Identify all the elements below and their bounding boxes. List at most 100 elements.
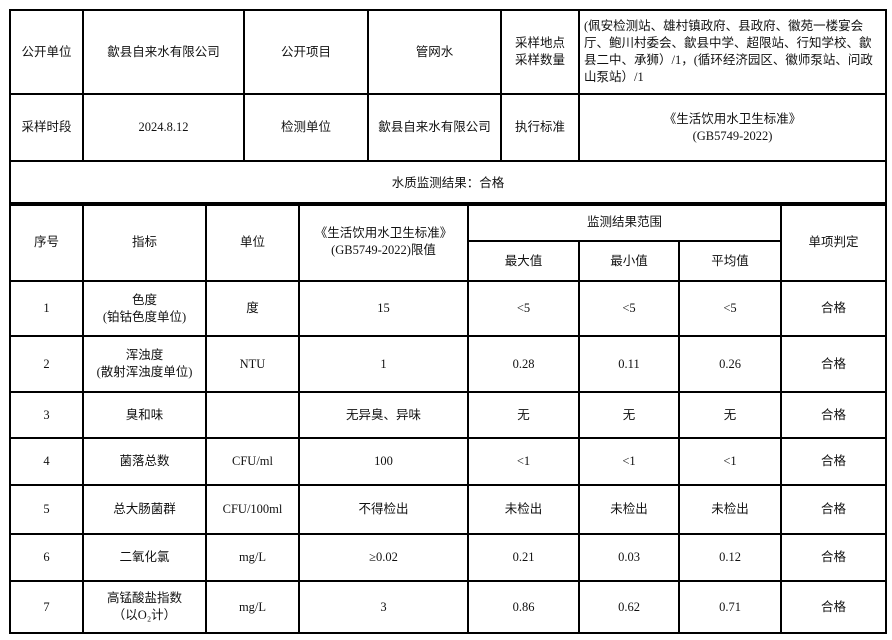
col-min: 最小值 <box>578 240 680 282</box>
table-row: 6 二氧化氯 mg/L ≥0.02 0.21 0.03 0.12 合格 <box>9 533 887 582</box>
results-table: 序号 指标 单位 《生活饮用水卫生标准》 (GB5749-2022)限值 监测结果… <box>9 202 887 634</box>
cell-max: <1 <box>467 437 580 486</box>
cell-max: 无 <box>467 391 580 439</box>
cell-limit: 无异臭、异味 <box>298 391 469 439</box>
cell-name: 浑浊度 (散射浑浊度单位) <box>82 335 207 393</box>
cell-limit: 3 <box>298 580 469 634</box>
cell-avg: 未检出 <box>678 484 782 535</box>
indicator-name: 浑浊度 <box>125 348 164 362</box>
col-limit: 《生活饮用水卫生标准》 (GB5749-2022)限值 <box>298 202 469 282</box>
cell-name: 二氧化氯 <box>82 533 207 582</box>
cell-avg: <5 <box>678 280 782 337</box>
lab-value: 歙县自来水有限公司 <box>367 93 502 162</box>
cell-min: 无 <box>578 391 680 439</box>
cell-avg: <1 <box>678 437 782 486</box>
publisher-label: 公开单位 <box>9 9 84 95</box>
standard-label: 执行标准 <box>500 93 580 162</box>
col-avg: 平均值 <box>678 240 782 282</box>
site-label-1: 采样地点 <box>514 36 565 50</box>
cell-unit: mg/L <box>205 580 300 634</box>
indicator-name: 色度 <box>131 292 157 307</box>
cell-limit: 100 <box>298 437 469 486</box>
table-row: 2 浑浊度 (散射浑浊度单位) NTU 1 0.28 0.11 0.26 合格 <box>9 335 887 393</box>
cell-min: 0.03 <box>578 533 680 582</box>
time-label: 采样时段 <box>9 93 84 162</box>
table-row: 5 总大肠菌群 CFU/100ml 不得检出 未检出 未检出 未检出 合格 <box>9 484 887 535</box>
cell-min: <1 <box>578 437 680 486</box>
table-row: 1 色度 (铂钴色度单位) 度 15 <5 <5 <5 合格 <box>9 280 887 337</box>
site-label: 采样地点 采样数量 <box>500 9 580 95</box>
site-label-2: 采样数量 <box>514 53 565 67</box>
item-label: 公开项目 <box>243 9 369 95</box>
indicator-name: 臭和味 <box>125 407 164 422</box>
cell-verdict: 合格 <box>780 335 887 393</box>
col-limit-2: (GB5749-2022)限值 <box>331 243 436 257</box>
cell-no: 1 <box>9 280 84 337</box>
cell-verdict: 合格 <box>780 533 887 582</box>
table-row: 7 高锰酸盐指数 （以O₂计） mg/L 3 0.86 0.62 0.71 合格 <box>9 580 887 634</box>
cell-limit: 1 <box>298 335 469 393</box>
cell-no: 5 <box>9 484 84 535</box>
standard-value-2: (GB5749-2022) <box>692 128 773 143</box>
cell-no: 2 <box>9 335 84 393</box>
cell-max: 0.21 <box>467 533 580 582</box>
cell-unit: 度 <box>205 280 300 337</box>
col-no: 序号 <box>9 202 84 282</box>
indicator-name: 高锰酸盐指数 <box>106 591 182 605</box>
cell-verdict: 合格 <box>780 580 887 634</box>
cell-unit: mg/L <box>205 533 300 582</box>
cell-max: 0.86 <box>467 580 580 634</box>
indicator-subname: (铂钴色度单位) <box>102 309 187 324</box>
info-table: 公开单位 歙县自来水有限公司 公开项目 管网水 采样地点采样数量 (佩安检测站、… <box>9 9 887 206</box>
cell-min: <5 <box>578 280 680 337</box>
cell-limit: 15 <box>298 280 469 337</box>
col-verdict: 单项判定 <box>780 202 887 282</box>
standard-value-1: 《生活饮用水卫生标准》 <box>663 111 802 126</box>
cell-limit: ≥0.02 <box>298 533 469 582</box>
cell-verdict: 合格 <box>780 391 887 439</box>
time-value: 2024.8.12 <box>82 93 245 162</box>
indicator-name: 总大肠菌群 <box>113 502 176 516</box>
cell-avg: 0.71 <box>678 580 782 634</box>
col-max: 最大值 <box>467 240 580 282</box>
col-indicator: 指标 <box>82 202 207 282</box>
col-range: 监测结果范围 <box>467 202 782 242</box>
item-value: 管网水 <box>367 9 502 95</box>
col-limit-1: 《生活饮用水卫生标准》 <box>314 226 453 240</box>
cell-name: 菌落总数 <box>82 437 207 486</box>
cell-no: 7 <box>9 580 84 634</box>
cell-avg: 0.12 <box>678 533 782 582</box>
cell-name: 色度 (铂钴色度单位) <box>82 280 207 337</box>
indicator-name: 菌落总数 <box>119 454 170 468</box>
indicator-name: 二氧化氯 <box>119 550 170 564</box>
cell-unit: NTU <box>205 335 300 393</box>
cell-unit: CFU/ml <box>205 437 300 486</box>
cell-verdict: 合格 <box>780 437 887 486</box>
cell-name: 总大肠菌群 <box>82 484 207 535</box>
table-row: 3 臭和味 无异臭、异味无无无合格 <box>9 391 887 439</box>
cell-min: 0.62 <box>578 580 680 634</box>
indicator-subname: （以O₂计） <box>112 608 177 622</box>
result-summary: 水质监测结果：合格 <box>9 160 887 206</box>
cell-unit <box>205 391 300 439</box>
indicator-subname: (散射浑浊度单位) <box>96 365 193 379</box>
cell-min: 未检出 <box>578 484 680 535</box>
cell-avg: 0.26 <box>678 335 782 393</box>
cell-max: 未检出 <box>467 484 580 535</box>
cell-name: 高锰酸盐指数 （以O₂计） <box>82 580 207 634</box>
cell-no: 3 <box>9 391 84 439</box>
standard-value: 《生活饮用水卫生标准》 (GB5749-2022) <box>578 93 887 162</box>
cell-verdict: 合格 <box>780 280 887 337</box>
table-row: 4 菌落总数 CFU/ml 100 <1 <1 <1 合格 <box>9 437 887 486</box>
site-value: (佩安检测站、雄村镇政府、县政府、徽苑一楼宴会厅、鲍川村委会、歙县中学、超限站、… <box>578 9 887 95</box>
cell-min: 0.11 <box>578 335 680 393</box>
col-unit: 单位 <box>205 202 300 282</box>
cell-limit: 不得检出 <box>298 484 469 535</box>
lab-label: 检测单位 <box>243 93 369 162</box>
cell-max: <5 <box>467 280 580 337</box>
cell-no: 4 <box>9 437 84 486</box>
cell-no: 6 <box>9 533 84 582</box>
cell-verdict: 合格 <box>780 484 887 535</box>
cell-name: 臭和味 <box>82 391 207 439</box>
publisher-value: 歙县自来水有限公司 <box>82 9 245 95</box>
